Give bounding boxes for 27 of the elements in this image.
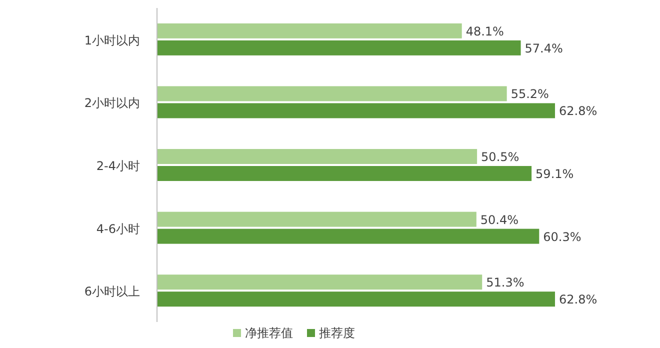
bar <box>157 86 507 102</box>
y-tick-label: 2小时以内 <box>84 96 140 110</box>
y-tick-label: 4-6小时 <box>96 222 140 236</box>
data-label: 55.2% <box>510 87 549 102</box>
data-label: 48.1% <box>466 24 504 38</box>
legend-label: 推荐度 <box>319 326 355 340</box>
bar <box>157 103 555 118</box>
data-label: 50.5% <box>481 150 520 164</box>
data-label: 60.3% <box>543 230 582 244</box>
data-label: 51.3% <box>486 276 524 290</box>
y-tick-label: 1小时以内 <box>84 33 140 48</box>
bar <box>157 149 478 164</box>
bar <box>157 292 555 307</box>
data-label: 59.1% <box>536 167 574 181</box>
y-tick-label: 2-4小时 <box>96 159 140 173</box>
bar <box>157 274 482 290</box>
data-label: 50.4% <box>480 212 519 227</box>
bar <box>157 40 521 56</box>
bar <box>157 23 462 38</box>
data-label: 57.4% <box>524 41 563 56</box>
legend-label: 净推荐值 <box>245 326 293 340</box>
data-label: 62.8% <box>559 292 598 307</box>
data-label: 62.8% <box>559 104 598 118</box>
bar <box>157 228 540 244</box>
y-tick-label: 6小时以上 <box>84 284 140 299</box>
bar <box>157 212 476 227</box>
bar <box>157 166 532 181</box>
